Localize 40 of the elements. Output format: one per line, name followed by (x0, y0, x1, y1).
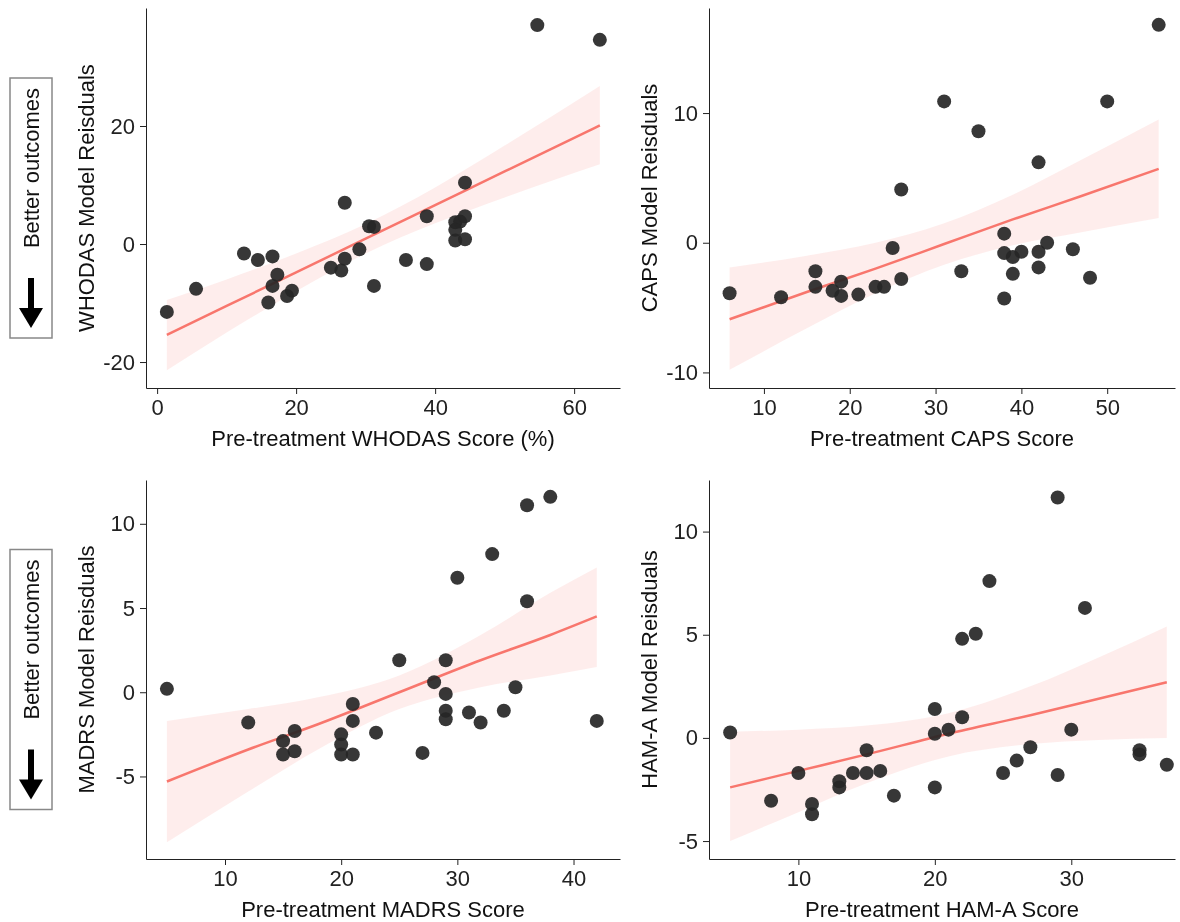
y-tick-label: 5 (685, 622, 698, 648)
x-tick-label: 40 (423, 394, 448, 420)
x-axis-title: Pre-treatment MADRS Score (241, 897, 525, 922)
y-axis-title: CAPS Model Reisduals (637, 83, 662, 313)
y-tick-label: -20 (103, 349, 135, 375)
x-tick-label: 20 (329, 865, 354, 891)
y-tick-label: 10 (110, 511, 135, 537)
x-axis-title: Pre-treatment HAM-A Score (805, 897, 1079, 922)
x-axis-title: Pre-treatment CAPS Score (809, 426, 1075, 451)
y-tick-label: 5 (122, 595, 135, 621)
y-tick-label: 0 (122, 231, 135, 257)
y-tick-label: 10 (673, 519, 698, 545)
x-tick-label: 10 (752, 394, 777, 420)
x-tick-label: 60 (562, 394, 587, 420)
x-axis-title: Pre-treatment WHODAS Score (%) (211, 426, 555, 451)
y-axis-title: MADRS Model Reisduals (74, 545, 99, 794)
x-tick-label: 20 (284, 394, 309, 420)
x-tick-label: 20 (838, 394, 863, 420)
x-tick-label: 40 (1009, 394, 1035, 420)
y-axis-title: WHODAS Model Reisduals (74, 64, 99, 332)
text: Better outcomes (19, 87, 44, 249)
x-tick-label: 40 (561, 865, 587, 891)
x-tick-label: 0 (151, 394, 164, 420)
y-tick-label: 20 (110, 113, 135, 139)
y-axis-title: HAM-A Model Reisduals (637, 550, 662, 789)
y-tick-label: 10 (673, 100, 698, 126)
x-tick-label: 30 (445, 865, 471, 891)
y-tick-label: -5 (115, 764, 135, 789)
x-tick-label: 30 (923, 394, 949, 420)
x-tick-label: 50 (1095, 394, 1120, 420)
y-tick-label: -5 (678, 828, 698, 854)
y-tick-label: 0 (122, 679, 135, 705)
x-tick-label: 10 (213, 865, 238, 891)
y-tick-label: -10 (666, 359, 698, 385)
y-tick-label: 0 (685, 725, 698, 751)
x-tick-label: 30 (1059, 865, 1085, 891)
text: Better outcomes (19, 559, 44, 720)
y-tick-label: 0 (685, 230, 698, 256)
x-tick-label: 20 (923, 865, 948, 891)
x-tick-label: 10 (786, 865, 812, 891)
